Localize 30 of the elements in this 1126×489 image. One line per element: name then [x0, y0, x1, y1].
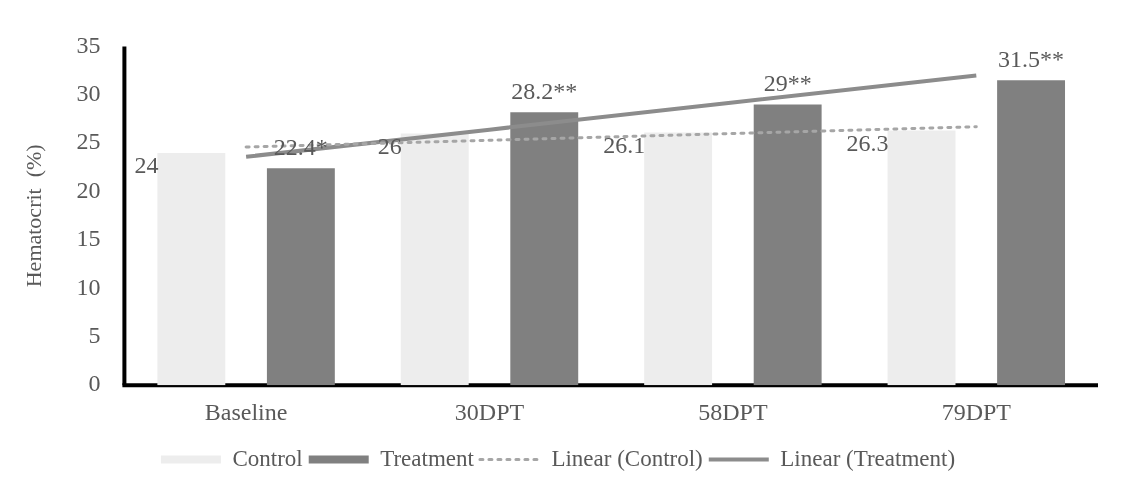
legend-label: Control — [232, 445, 303, 471]
data-label: 28.2** — [511, 77, 578, 104]
y-tick-label: 15 — [76, 225, 101, 252]
y-tick-label: 30 — [76, 80, 101, 107]
bar — [266, 168, 335, 386]
data-label: 24 — [134, 152, 159, 179]
y-tick-label: 5 — [88, 322, 101, 349]
y-tick-label: 10 — [76, 273, 101, 300]
x-tick-label: 79DPT — [941, 398, 1012, 425]
legend-label: Treatment — [380, 445, 475, 471]
y-tick-label: 0 — [88, 370, 101, 397]
legend-label: Linear (Treatment) — [780, 445, 956, 471]
bar — [887, 130, 956, 386]
data-label: 26.1 — [603, 131, 646, 158]
x-tick-label: 30DPT — [454, 398, 525, 425]
data-label: 26.3 — [846, 129, 889, 156]
bar — [644, 132, 713, 386]
data-label: 31.5** — [998, 45, 1065, 72]
bar — [997, 80, 1066, 386]
y-tick-label: 20 — [76, 176, 101, 203]
bar — [157, 152, 226, 386]
bar — [753, 104, 822, 386]
y-tick-label: 25 — [76, 128, 101, 155]
y-tick-label: 35 — [76, 31, 101, 58]
x-tick-label: Baseline — [204, 398, 288, 425]
legend-label: Linear (Control) — [551, 445, 703, 471]
data-label: 29** — [763, 69, 812, 96]
x-tick-label: 58DPT — [698, 398, 768, 425]
bar — [400, 133, 469, 386]
y-axis-title: Hematocrit (%) — [20, 144, 46, 288]
